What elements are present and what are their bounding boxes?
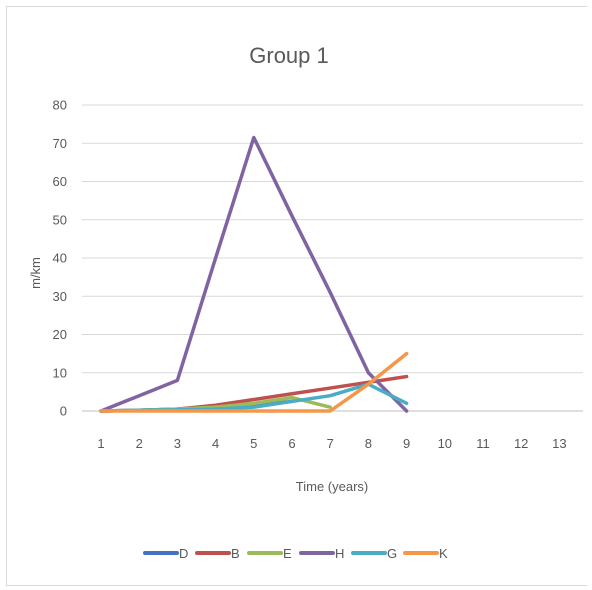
y-tick-label: 30 — [53, 289, 67, 304]
x-tick-label: 5 — [250, 436, 257, 451]
x-tick-label: 10 — [438, 436, 452, 451]
y-tick-label: 60 — [53, 174, 67, 189]
y-tick-label: 80 — [53, 98, 67, 113]
x-tick-label: 3 — [174, 436, 181, 451]
chart-area: Group 1 0 10 20 30 40 50 60 70 80 1 2 3 4 5 6 7 8 9 10 11 1… — [6, 6, 587, 586]
x-tick-label: 8 — [365, 436, 372, 451]
legend-label-h: H — [335, 546, 344, 561]
x-tick-label: 1 — [97, 436, 104, 451]
y-tick-label: 20 — [53, 327, 67, 342]
x-tick-label: 13 — [552, 436, 566, 451]
legend-label-g: G — [387, 546, 397, 561]
series-line-h — [99, 135, 409, 413]
legend-label-b: B — [231, 546, 240, 561]
x-tick-label: 6 — [288, 436, 295, 451]
x-tick-label: 9 — [403, 436, 410, 451]
legend-label-k: K — [439, 546, 448, 561]
y-axis-ticks: 0 10 20 30 40 50 60 70 80 — [53, 98, 67, 419]
chart-title: Group 1 — [249, 43, 329, 68]
legend-label-e: E — [283, 546, 292, 561]
x-tick-label: 12 — [514, 436, 528, 451]
x-tick-label: 7 — [327, 436, 334, 451]
x-tick-label: 11 — [476, 436, 490, 451]
series-lines — [99, 135, 409, 413]
gridlines — [82, 104, 583, 412]
x-axis-label: Time (years) — [296, 479, 368, 494]
y-tick-label: 50 — [53, 212, 67, 227]
x-tick-label: 2 — [136, 436, 143, 451]
x-axis-ticks: 1 2 3 4 5 6 7 8 9 10 11 12 13 — [97, 436, 566, 451]
y-tick-label: 70 — [53, 136, 67, 151]
y-axis-label: m/km — [28, 257, 43, 289]
y-tick-label: 0 — [60, 404, 67, 419]
y-tick-label: 10 — [53, 365, 67, 380]
series-line-k — [99, 351, 409, 413]
legend-label-d: D — [179, 546, 188, 561]
y-tick-label: 40 — [53, 251, 67, 266]
x-tick-label: 4 — [212, 436, 219, 451]
